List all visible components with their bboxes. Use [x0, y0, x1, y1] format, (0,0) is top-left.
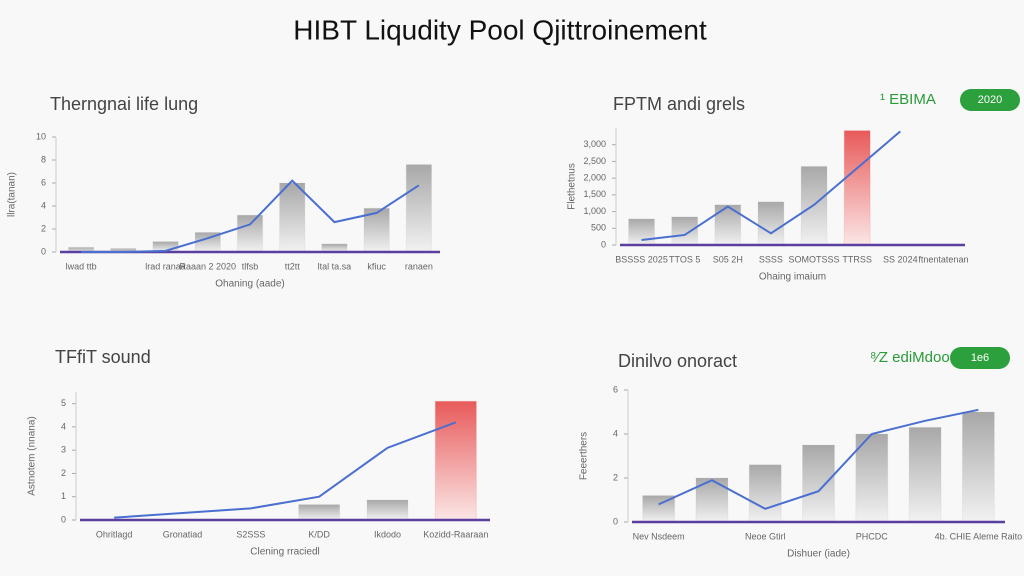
chart-title: TFfiT sound — [55, 347, 151, 367]
x-tick-label: SSSS — [759, 254, 783, 264]
x-axis-label: Clening rraciedl — [250, 547, 319, 558]
y-tick-label: 8 — [41, 154, 46, 164]
x-tick-label: Ikdodo — [374, 529, 401, 539]
y-tick-label: 2,000 — [583, 173, 606, 183]
y-tick-label: 6 — [613, 384, 618, 394]
y-tick-label: 2,500 — [583, 156, 606, 166]
x-tick-label: tt2tt — [285, 261, 301, 271]
x-tick-label: ftnentatenan — [918, 254, 968, 264]
x-tick-label: Nev Nsdeem — [633, 531, 685, 541]
x-tick-label: 4b. CHIE Aleme Raito — [935, 531, 1023, 541]
bar — [628, 218, 655, 246]
line — [114, 421, 457, 519]
bar — [748, 464, 782, 523]
x-tick-label: TTRSS — [842, 254, 872, 264]
bar — [714, 204, 742, 246]
y-tick-label: 0 — [613, 516, 618, 526]
x-tick-label: K/DD — [308, 529, 330, 539]
x-tick-label: Neoe Gtirl — [745, 531, 786, 541]
y-axis-label: Astnotem (nnana) — [27, 416, 38, 496]
x-tick-label: S05 2H — [713, 254, 743, 264]
bar — [843, 130, 871, 246]
bar — [802, 444, 835, 523]
y-tick-label: 4 — [41, 200, 46, 210]
y-tick-label: 0 — [41, 246, 46, 256]
y-tick-label: 2 — [61, 468, 66, 478]
x-axis-label: Ohaing imaium — [759, 272, 826, 283]
x-tick-label: kfiuc — [367, 261, 386, 271]
y-axis-label: Flethetnus — [567, 163, 578, 210]
y-tick-label: 6 — [41, 177, 46, 187]
page-title: HIBT Liqudity Pool Qjittroinement — [293, 14, 707, 45]
y-tick-label: 2 — [41, 223, 46, 233]
y-tick-label: 500 — [591, 223, 606, 233]
bar — [405, 164, 433, 253]
badge: ⁸⁄Z ediMdoo — [870, 349, 950, 366]
y-tick-label: 10 — [36, 131, 46, 141]
x-tick-label: Gronatiad — [163, 529, 203, 539]
tag-pill — [960, 89, 1020, 111]
y-axis-label: Feeerthers — [579, 432, 590, 480]
chart-title: FPTM andi grels — [613, 94, 745, 114]
tag-pill — [950, 347, 1010, 369]
bar — [671, 216, 699, 246]
y-tick-label: 3,000 — [583, 139, 606, 149]
bar — [366, 499, 409, 521]
x-axis-label: Ohaning (aade) — [215, 279, 285, 290]
y-tick-label: 4 — [613, 428, 618, 438]
bar — [279, 182, 306, 253]
x-tick-label: S2SSS — [236, 529, 265, 539]
y-tick-label: 0 — [61, 514, 66, 524]
bar — [908, 426, 942, 523]
x-tick-label: lrad ranaa — [145, 261, 186, 271]
y-tick-label: 2 — [613, 472, 618, 482]
bar — [298, 504, 341, 521]
y-tick-label: 3 — [61, 445, 66, 455]
bar — [236, 214, 264, 253]
line — [81, 179, 420, 253]
bar — [855, 433, 889, 523]
line — [658, 408, 979, 510]
x-tick-label: ltal ta.sa — [318, 261, 352, 271]
chart-title: Therngnai life lung — [50, 94, 198, 114]
tag: 2020 — [978, 94, 1002, 106]
tag: 1e6 — [971, 352, 989, 364]
x-tick-label: ranaen — [405, 261, 433, 271]
x-tick-label: TTOS 5 — [669, 254, 700, 264]
line — [641, 130, 901, 241]
y-tick-label: 1,000 — [583, 206, 606, 216]
x-tick-label: Ohritlagd — [96, 529, 133, 539]
x-tick-label: Raaan 2 2020 — [179, 261, 236, 271]
x-tick-label: BSSSS 2025 — [615, 254, 668, 264]
x-tick-label: lwad ttb — [66, 261, 97, 271]
bar — [757, 201, 785, 246]
x-tick-label: SS 2024 — [883, 254, 918, 264]
x-axis-label: Dishuer (iade) — [787, 549, 850, 560]
y-tick-label: 0 — [601, 239, 606, 249]
badge: ¹ EBIMA — [880, 91, 936, 108]
y-tick-label: 5 — [61, 398, 66, 408]
y-tick-label: 1,500 — [583, 189, 606, 199]
x-tick-label: tlfsb — [242, 261, 259, 271]
chart-title: Dinilvo onoract — [618, 351, 737, 371]
y-axis-label: llra(tanan) — [7, 172, 18, 217]
x-tick-label: SOMOTSSS — [789, 254, 840, 264]
bar — [961, 411, 995, 523]
y-tick-label: 1 — [61, 491, 66, 501]
x-tick-label: Kozidd-Raaraan — [423, 529, 488, 539]
x-tick-label: PHCDC — [856, 531, 889, 541]
y-tick-label: 4 — [61, 421, 66, 431]
bar — [434, 400, 477, 521]
